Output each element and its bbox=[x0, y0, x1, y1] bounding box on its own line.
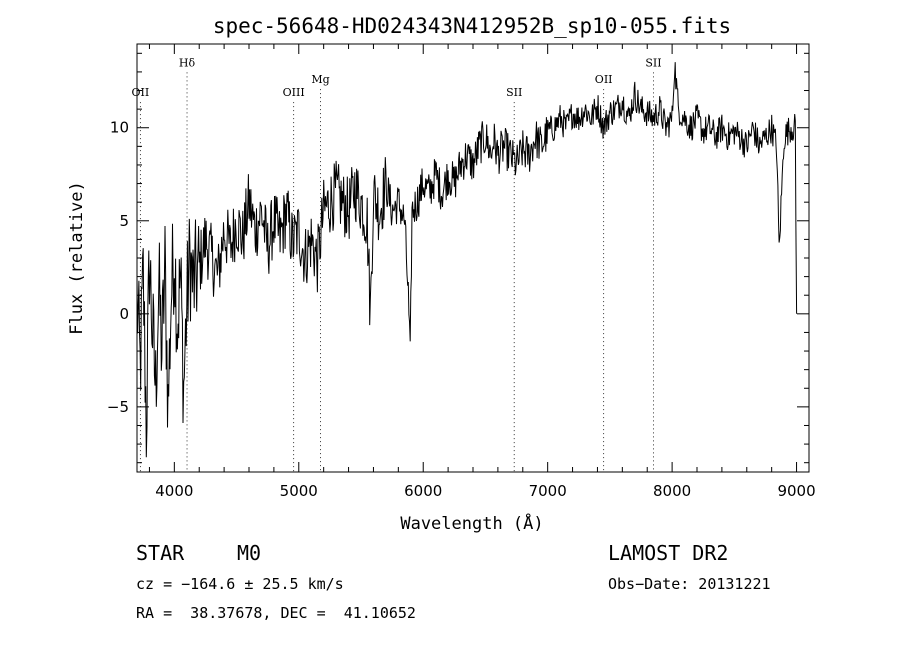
x-tick-label: 7000 bbox=[529, 482, 567, 500]
spectrum-data bbox=[136, 62, 798, 458]
y-tick-label: −5 bbox=[107, 398, 129, 416]
plot-frame bbox=[136, 43, 810, 473]
y-tick-label: 0 bbox=[119, 305, 129, 323]
x-tick-label: 6000 bbox=[404, 482, 442, 500]
x-tick-label: 8000 bbox=[653, 482, 691, 500]
spectral-line-label: OIII bbox=[283, 86, 305, 99]
y-axis-label: Flux (relative) bbox=[67, 181, 87, 335]
chart-title: spec-56648-HD024343N412952B_sp10-055.fit… bbox=[213, 14, 731, 38]
x-tick-label: 4000 bbox=[155, 482, 193, 500]
x-tick-label: 9000 bbox=[777, 482, 815, 500]
y-tick-label: 5 bbox=[119, 212, 129, 230]
object-class: STAR bbox=[136, 541, 185, 565]
axes: 4000 5000 6000 7000 8000 9000 −5 0 5 10 bbox=[107, 44, 816, 500]
x-tick-label: 5000 bbox=[280, 482, 318, 500]
spectral-line-label: Hδ bbox=[179, 56, 196, 69]
spectrum-line bbox=[136, 62, 798, 458]
spectral-line-markers: OII Hδ OIII Mg SII OII SII bbox=[132, 56, 662, 472]
obs-date: Obs−Date: 20131221 bbox=[608, 575, 771, 593]
survey-name: LAMOST DR2 bbox=[608, 541, 729, 565]
y-tick-label: 10 bbox=[110, 119, 129, 137]
spectral-line-label: OII bbox=[595, 73, 613, 86]
spectral-line-label: OII bbox=[132, 86, 150, 99]
spectral-line-label: Mg bbox=[311, 73, 329, 86]
coordinates: RA = 38.37678, DEC = 41.10652 bbox=[136, 604, 416, 622]
x-axis-label: Wavelength (Å) bbox=[400, 512, 543, 534]
spectral-line-label: SII bbox=[645, 56, 661, 69]
subclass: M0 bbox=[237, 541, 262, 565]
spectral-line-label: SII bbox=[506, 86, 522, 99]
redshift-readout: cz = −164.6 ± 25.5 km/s bbox=[136, 575, 344, 593]
